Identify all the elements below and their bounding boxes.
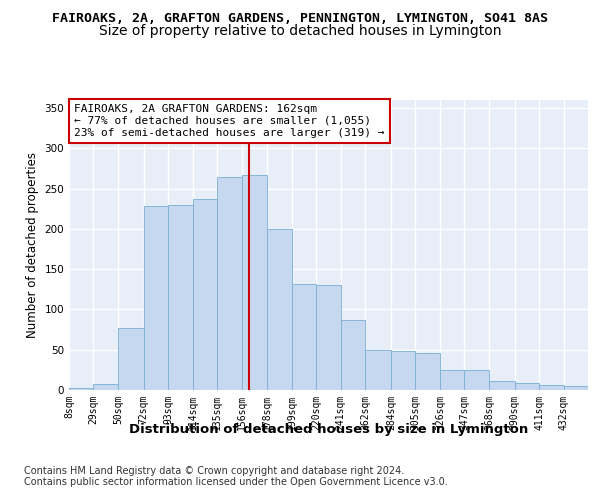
Bar — [292, 284, 316, 390]
Bar — [193, 199, 217, 390]
Bar — [217, 176, 242, 390]
Bar — [440, 370, 464, 390]
Bar — [168, 204, 193, 390]
Bar — [464, 370, 489, 390]
Bar — [69, 388, 94, 390]
Text: Distribution of detached houses by size in Lymington: Distribution of detached houses by size … — [129, 422, 529, 436]
Text: FAIROAKS, 2A, GRAFTON GARDENS, PENNINGTON, LYMINGTON, SO41 8AS: FAIROAKS, 2A, GRAFTON GARDENS, PENNINGTO… — [52, 12, 548, 26]
Bar — [365, 350, 391, 390]
Bar — [242, 175, 267, 390]
Text: Size of property relative to detached houses in Lymington: Size of property relative to detached ho… — [99, 24, 501, 38]
Bar — [267, 229, 292, 390]
Bar — [415, 353, 440, 390]
Text: Contains public sector information licensed under the Open Government Licence v3: Contains public sector information licen… — [24, 477, 448, 487]
Bar — [118, 328, 143, 390]
Text: Contains HM Land Registry data © Crown copyright and database right 2024.: Contains HM Land Registry data © Crown c… — [24, 466, 404, 476]
Bar — [391, 352, 415, 390]
Bar — [489, 381, 515, 390]
Bar — [563, 386, 588, 390]
Text: FAIROAKS, 2A GRAFTON GARDENS: 162sqm
← 77% of detached houses are smaller (1,055: FAIROAKS, 2A GRAFTON GARDENS: 162sqm ← 7… — [74, 104, 385, 138]
Bar — [341, 320, 365, 390]
Y-axis label: Number of detached properties: Number of detached properties — [26, 152, 39, 338]
Bar — [94, 384, 118, 390]
Bar — [316, 286, 341, 390]
Bar — [515, 383, 539, 390]
Bar — [143, 206, 168, 390]
Bar — [539, 385, 563, 390]
